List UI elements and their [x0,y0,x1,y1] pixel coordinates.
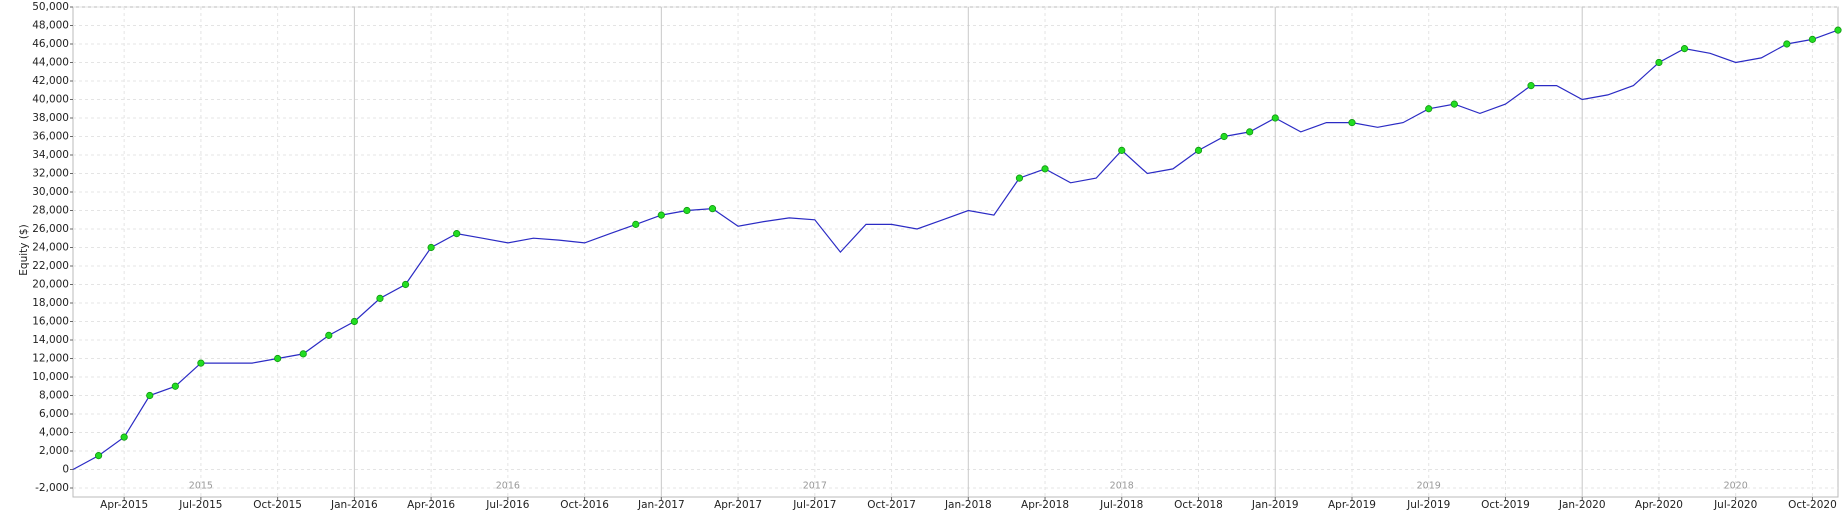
new-high-marker [120,433,128,441]
equity-line [72,29,1839,471]
x-tick-label: Jul-2015 [178,499,222,511]
new-high-marker [708,205,717,213]
x-tick-label: Apr-2015 [100,499,148,511]
new-high-marker [1450,100,1458,108]
y-tick-label: 10,000 [32,371,69,383]
y-tick-label: 8,000 [39,390,69,402]
x-tick-label: Jul-2017 [792,499,836,511]
y-tick-label: 48,000 [32,20,69,32]
x-tick-label: Jul-2019 [1406,499,1450,511]
y-tick-label: 28,000 [32,205,69,217]
x-tick-label: Apr-2018 [1021,499,1069,511]
year-label: 2020 [1724,481,1748,492]
new-high-marker [146,391,154,400]
new-high-marker [1680,45,1689,53]
new-high-marker [197,359,205,367]
y-tick-label: 30,000 [32,186,69,198]
x-tick-label: Apr-2016 [407,499,455,511]
y-tick-label: -2,000 [35,482,69,494]
new-high-marker [171,382,179,390]
new-high-marker [376,294,384,302]
x-tick-label: Oct-2018 [1174,499,1223,511]
new-high-marker [1220,132,1228,141]
x-tick-label: Oct-2020 [1788,499,1837,511]
y-tick-label: 46,000 [32,38,69,50]
y-tick-label: 0 [62,464,69,476]
y-tick-label: 2,000 [39,445,69,457]
x-tick-label: Jan-2020 [1558,499,1606,511]
plot-area [72,6,1839,498]
new-high-marker [1808,35,1817,43]
new-high-marker [1271,114,1279,122]
y-tick-label: 38,000 [32,112,69,124]
x-tick-label: Jan-2016 [330,499,378,511]
new-high-marker [401,280,410,289]
new-high-marker [453,230,461,238]
new-high-marker [1348,119,1356,127]
y-tick-label: 6,000 [39,408,69,420]
x-tick-label: Apr-2020 [1635,499,1683,511]
new-high-marker [274,354,282,363]
y-tick-label: 18,000 [32,297,69,309]
y-axis-title: Equity ($) [18,224,30,275]
y-tick-label: 26,000 [32,223,69,235]
new-high-marker [350,317,358,326]
y-tick-label: 24,000 [32,242,69,254]
x-tick-label: Oct-2016 [560,499,609,511]
y-tick-label: 50,000 [32,1,69,13]
year-label: 2019 [1417,481,1441,492]
new-high-marker [1041,165,1049,173]
y-tick-label: 40,000 [32,94,69,106]
x-tick-label: Jul-2016 [485,499,529,511]
new-high-marker [632,220,640,228]
new-high-marker [299,350,307,358]
y-tick-label: 14,000 [32,334,69,346]
new-high-marker [1527,82,1535,90]
x-tick-label: Apr-2019 [1328,499,1376,511]
y-tick-label: 36,000 [32,131,69,143]
x-tick-label: Apr-2017 [714,499,762,511]
x-tick-label: Oct-2015 [253,499,302,511]
y-tick-label: 22,000 [32,260,69,272]
x-tick-label: Jul-2020 [1713,499,1757,511]
new-high-marker [1783,40,1791,48]
new-high-marker [1834,26,1842,34]
new-high-marker [1425,105,1433,113]
year-label: 2016 [496,481,520,492]
new-high-marker [94,452,103,460]
new-high-marker [1655,58,1663,67]
year-label: 2015 [189,481,213,492]
x-tick-label: Oct-2017 [867,499,916,511]
y-tick-label: 20,000 [32,279,69,291]
year-label: 2017 [803,481,827,492]
new-high-marker [427,243,435,252]
new-high-marker [1246,128,1254,136]
y-tick-label: 32,000 [32,168,69,180]
y-tick-label: 4,000 [39,427,69,439]
new-high-marker [1015,174,1024,182]
new-high-marker [325,331,333,339]
x-tick-label: Jan-2017 [637,499,685,511]
y-tick-label: 42,000 [32,75,69,87]
new-high-marker [1194,146,1203,154]
x-tick-label: Oct-2019 [1481,499,1530,511]
y-tick-label: 44,000 [32,57,69,69]
new-high-marker [1118,146,1126,154]
new-high-marker [683,206,691,215]
x-tick-label: Jan-2018 [944,499,992,511]
year-label: 2018 [1110,481,1134,492]
y-tick-label: 16,000 [32,316,69,328]
new-high-marker [657,211,665,219]
y-tick-label: 12,000 [32,353,69,365]
x-tick-label: Jan-2019 [1251,499,1299,511]
y-tick-label: 34,000 [32,149,69,161]
x-tick-label: Jul-2018 [1099,499,1143,511]
